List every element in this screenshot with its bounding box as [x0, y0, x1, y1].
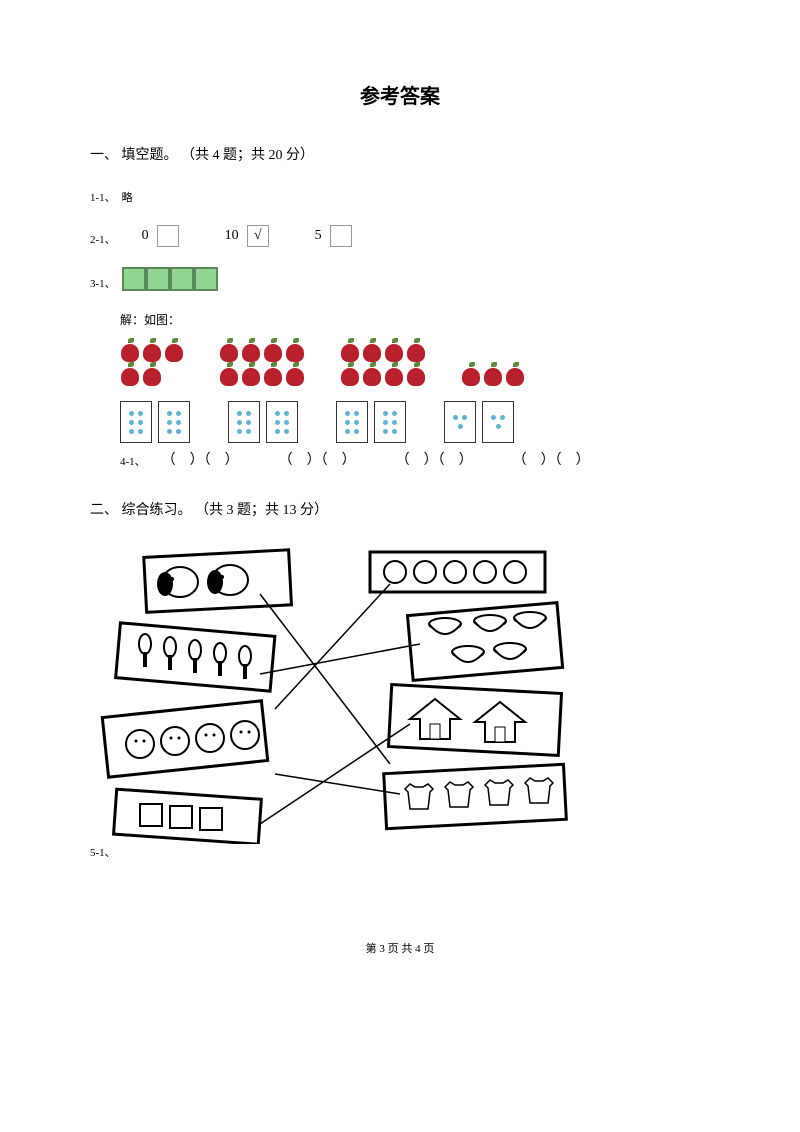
apple-group-1	[120, 338, 184, 386]
q1-text: 略	[122, 189, 133, 205]
q2-num-0: 0	[142, 228, 149, 244]
section1-heading: 一、 填空题。 （共 4 题；共 20 分）	[90, 144, 710, 164]
paren-pair: （ ）（ ）	[513, 449, 590, 469]
apple-group-4	[461, 338, 525, 386]
answer-3-1: 3-1、	[90, 267, 710, 291]
q2-label: 2-1、	[90, 231, 116, 247]
green-box	[194, 267, 218, 291]
card-squares	[114, 789, 262, 844]
apple-icon	[263, 338, 283, 362]
dot-card	[228, 401, 260, 443]
page-title: 参考答案	[90, 80, 710, 109]
matching-svg	[90, 544, 630, 844]
apple-icon	[285, 362, 305, 386]
paren-pair: （ ）（ ）	[162, 449, 239, 469]
dot-card	[336, 401, 368, 443]
q2-num-2: 5	[315, 228, 322, 244]
card-faces	[102, 701, 267, 777]
apple-icon	[362, 362, 382, 386]
apple-icon	[142, 338, 162, 362]
apple-icon	[340, 362, 360, 386]
apple-icon	[505, 362, 525, 386]
dot-card	[374, 401, 406, 443]
card-bowls	[407, 603, 562, 681]
apple-group-3	[340, 338, 426, 386]
dot-card	[266, 401, 298, 443]
apple-icon	[263, 362, 283, 386]
q5-label: 5-1、	[90, 844, 116, 860]
dot-card	[120, 401, 152, 443]
card-dogs	[144, 550, 292, 613]
q4-caption: 解：如图：	[120, 311, 710, 328]
answer-4-1: 解：如图：	[90, 311, 710, 469]
q1-label: 1-1、	[90, 189, 116, 205]
q3-label: 3-1、	[90, 275, 116, 291]
answer-5-1: 5-1、	[90, 844, 710, 860]
apple-icon	[362, 338, 382, 362]
green-box	[146, 267, 170, 291]
green-box	[170, 267, 194, 291]
paren-pair: （ ）（ ）	[396, 449, 473, 469]
q4-label: 4-1、	[120, 453, 146, 469]
apple-icon	[461, 362, 481, 386]
apple-icon	[340, 338, 360, 362]
apple-icon	[219, 338, 239, 362]
card-pins	[116, 623, 275, 691]
apple-icon	[219, 362, 239, 386]
dot-card	[158, 401, 190, 443]
apple-icon	[241, 338, 261, 362]
green-box	[122, 267, 146, 291]
apple-icon	[483, 362, 503, 386]
apple-icon	[241, 362, 261, 386]
q3-boxes	[122, 267, 218, 291]
q2-box-1: √	[247, 225, 269, 247]
q2-box-0	[157, 225, 179, 247]
card-circles	[370, 552, 545, 592]
answer-1-1: 1-1、 略	[90, 189, 710, 205]
q2-box-2	[330, 225, 352, 247]
apple-icon	[142, 362, 162, 386]
matching-diagram	[90, 544, 630, 844]
card-shirts	[384, 764, 567, 828]
apple-icon	[384, 338, 404, 362]
apple-icon	[120, 338, 140, 362]
card-houses	[388, 685, 561, 756]
answer-2-1: 2-1、 0 10 √ 5	[90, 225, 710, 247]
q2-num-1: 10	[225, 228, 239, 244]
dot-card	[444, 401, 476, 443]
apple-icon	[120, 362, 140, 386]
apple-icon	[406, 362, 426, 386]
apple-icon	[406, 338, 426, 362]
section2-heading: 二、 综合练习。 （共 3 题；共 13 分）	[90, 499, 710, 519]
page-footer: 第 3 页 共 4 页	[90, 940, 710, 956]
dot-card	[482, 401, 514, 443]
apple-icon	[285, 338, 305, 362]
apple-icon	[384, 362, 404, 386]
apple-icon	[164, 338, 184, 362]
apple-group-2	[219, 338, 305, 386]
paren-pair: （ ）（ ）	[279, 449, 356, 469]
